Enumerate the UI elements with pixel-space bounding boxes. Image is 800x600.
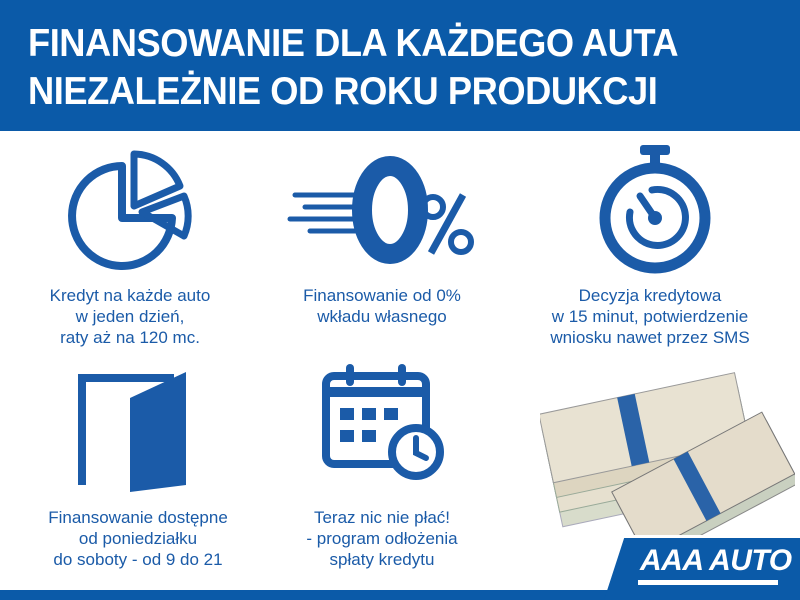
door-icon [78,372,186,492]
caption-line: spłaty kredytu [329,550,435,569]
feature-caption-credit: Kredyt na każde auto w jeden dzień, raty… [10,285,250,348]
caption-line: raty aż na 120 mc. [60,328,200,347]
pie-chart-icon [68,150,192,270]
caption-line: Finansowanie od 0% [303,286,461,305]
caption-line: - program odłożenia [306,529,458,548]
calendar-clock-icon [322,364,444,480]
feature-caption-hours: Finansowanie dostępne od poniedziałku do… [18,507,258,570]
caption-line: Kredyt na każde auto [49,286,211,305]
money-stack-image [540,372,795,535]
zero-percent-icon [287,156,474,264]
caption-line: wniosku nawet przez SMS [550,328,750,347]
footer-strip [0,590,800,600]
feature-caption-deferral: Teraz nic nie płać! - program odłożenia … [262,507,502,570]
feature-caption-zero-down: Finansowanie od 0% wkładu własnego [262,285,502,327]
headline-line-2: NIEZALEŻNIE OD ROKU PRODUKCJI [28,70,658,113]
caption-line: Teraz nic nie płać! [313,508,451,527]
header-banner: FINANSOWANIE DLA KAŻDEGO AUTA NIEZALEŻNI… [0,0,800,131]
caption-line: w 15 minut, potwierdzenie [551,307,749,326]
headline-line-1: FINANSOWANIE DLA KAŻDEGO AUTA [28,22,679,65]
caption-line: Finansowanie dostępne [48,508,228,527]
logo-underline [638,580,778,585]
caption-line: do soboty - od 9 do 21 [53,550,223,569]
caption-line: od poniedziałku [78,529,198,548]
brand-logo: AAA AUTO [640,544,792,577]
caption-line: w jeden dzień, [75,307,185,326]
feature-caption-decision: Decyzja kredytowa w 15 minut, potwierdze… [530,285,770,348]
stopwatch-icon [599,145,711,274]
caption-line: Decyzja kredytowa [578,286,722,305]
caption-line: wkładu własnego [317,307,447,326]
